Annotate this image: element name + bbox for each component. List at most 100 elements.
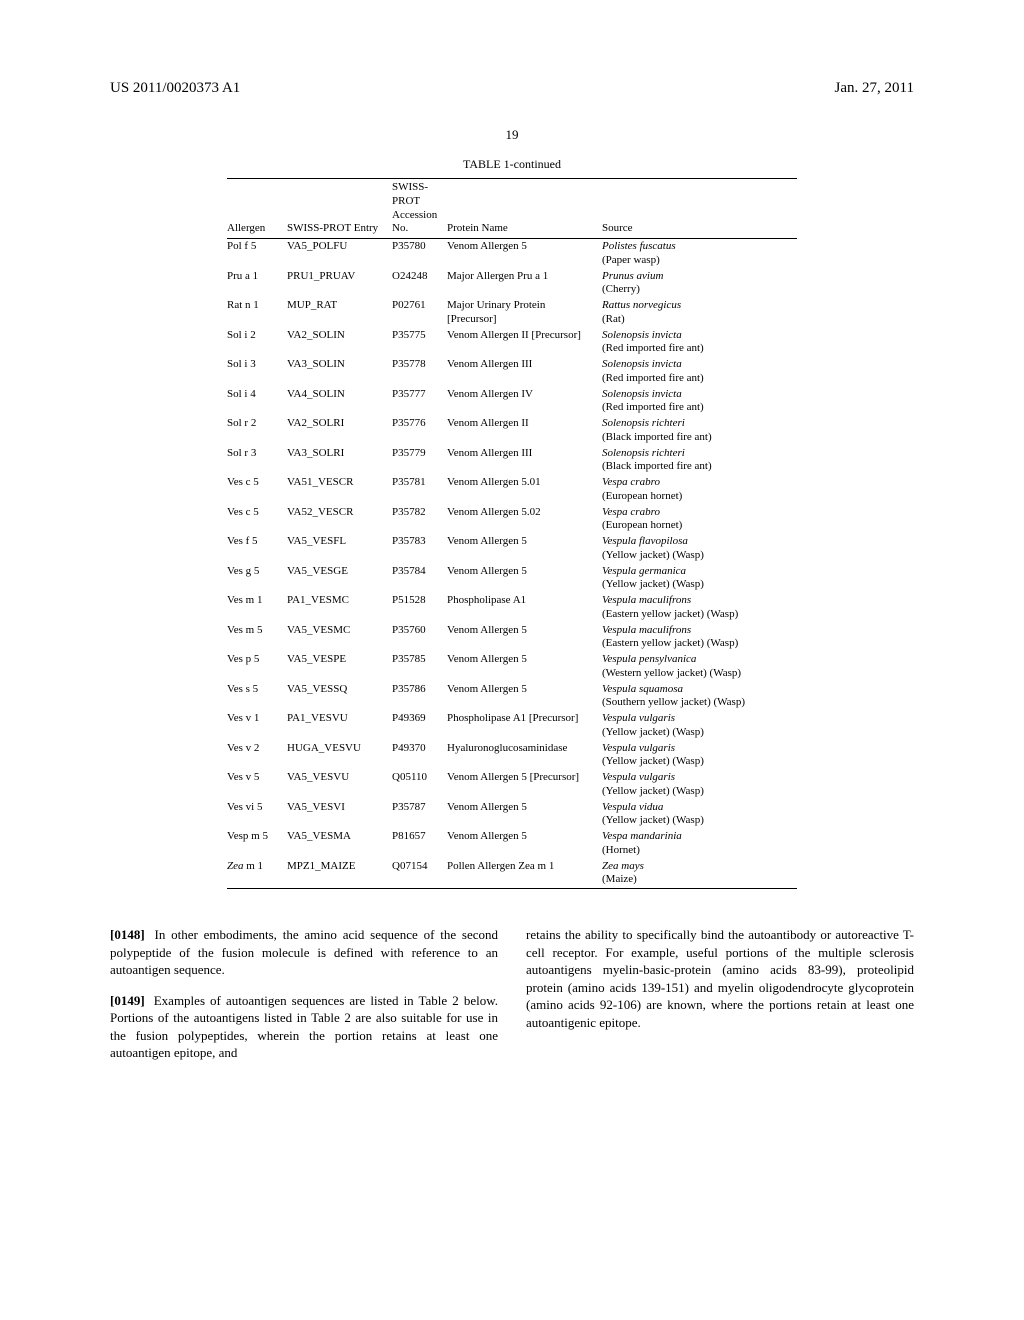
cell-source: Vespula pensylvanica(Western yellow jack… (602, 652, 797, 682)
table-row: Ves s 5VA5_VESSQP35786Venom Allergen 5Ve… (227, 682, 797, 712)
cell-accession: Q07154 (392, 859, 447, 889)
cell-allergen: Sol r 3 (227, 446, 287, 476)
cell-source: Vespula vulgaris(Yellow jacket) (Wasp) (602, 741, 797, 771)
cell-entry: PA1_VESVU (287, 711, 392, 741)
cell-entry: HUGA_VESVU (287, 741, 392, 771)
paragraph-0148: [0148] In other embodiments, the amino a… (110, 926, 498, 979)
cell-allergen: Pol f 5 (227, 239, 287, 269)
cell-entry: VA4_SOLIN (287, 387, 392, 417)
cell-entry: VA3_SOLRI (287, 446, 392, 476)
cell-accession: P35784 (392, 564, 447, 594)
cell-entry: VA2_SOLIN (287, 328, 392, 358)
cell-allergen: Ves c 5 (227, 505, 287, 535)
cell-protein: Venom Allergen 5 (447, 800, 602, 830)
cell-entry: MUP_RAT (287, 298, 392, 328)
cell-accession: P35777 (392, 387, 447, 417)
table-row: Ves p 5VA5_VESPEP35785Venom Allergen 5Ve… (227, 652, 797, 682)
cell-accession: P35782 (392, 505, 447, 535)
cell-source: Vespula flavopilosa(Yellow jacket) (Wasp… (602, 534, 797, 564)
cell-source: Prunus avium(Cherry) (602, 269, 797, 299)
para-text: Examples of autoantigen sequences are li… (110, 993, 498, 1061)
table-row: Ves c 5VA51_VESCRP35781Venom Allergen 5.… (227, 475, 797, 505)
cell-accession: P49369 (392, 711, 447, 741)
table-row: Sol r 3VA3_SOLRIP35779Venom Allergen III… (227, 446, 797, 476)
table-row: Ves v 1PA1_VESVUP49369Phospholipase A1 [… (227, 711, 797, 741)
cell-protein: Venom Allergen 5 (447, 239, 602, 269)
cell-protein: Phospholipase A1 (447, 593, 602, 623)
cell-entry: VA5_POLFU (287, 239, 392, 269)
cell-allergen: Ves p 5 (227, 652, 287, 682)
para-text: In other embodiments, the amino acid seq… (110, 927, 498, 977)
cell-entry: VA52_VESCR (287, 505, 392, 535)
cell-source: Zea mays (Maize) (602, 859, 797, 889)
para-number: [0148] (110, 927, 145, 942)
cell-accession: P35783 (392, 534, 447, 564)
cell-allergen: Sol i 4 (227, 387, 287, 417)
cell-accession: P35780 (392, 239, 447, 269)
patent-page: US 2011/0020373 A1 Jan. 27, 2011 19 TABL… (0, 0, 1024, 1320)
right-column: retains the ability to specifically bind… (526, 913, 914, 1075)
cell-protein: Venom Allergen 5 (447, 682, 602, 712)
cell-accession: P02761 (392, 298, 447, 328)
cell-entry: VA5_VESMA (287, 829, 392, 859)
cell-source: Vespula germanica(Yellow jacket) (Wasp) (602, 564, 797, 594)
col-accession: SWISS-PROT Accession No. (392, 179, 447, 239)
cell-allergen: Ves vi 5 (227, 800, 287, 830)
allergen-table: Allergen SWISS-PROT Entry SWISS-PROT Acc… (227, 178, 797, 889)
cell-source: Vespula vulgaris(Yellow jacket) (Wasp) (602, 770, 797, 800)
cell-allergen: Rat n 1 (227, 298, 287, 328)
cell-source: Vespa crabro(European hornet) (602, 475, 797, 505)
cell-allergen: Ves g 5 (227, 564, 287, 594)
cell-allergen: Pru a 1 (227, 269, 287, 299)
cell-accession: P35779 (392, 446, 447, 476)
cell-entry: VA5_VESPE (287, 652, 392, 682)
cell-entry: VA5_VESMC (287, 623, 392, 653)
table-row: Ves c 5VA52_VESCRP35782Venom Allergen 5.… (227, 505, 797, 535)
cell-protein: Venom Allergen 5 (447, 652, 602, 682)
table-row: Sol r 2VA2_SOLRIP35776Venom Allergen IIS… (227, 416, 797, 446)
cell-accession: P35760 (392, 623, 447, 653)
cell-entry: PA1_VESMC (287, 593, 392, 623)
cell-source: Vespa crabro(European hornet) (602, 505, 797, 535)
body-text-columns: [0148] In other embodiments, the amino a… (110, 913, 914, 1075)
cell-accession: P35785 (392, 652, 447, 682)
cell-accession: P35778 (392, 357, 447, 387)
cell-allergen: Ves m 5 (227, 623, 287, 653)
col-protein: Protein Name (447, 179, 602, 239)
cell-entry: PRU1_PRUAV (287, 269, 392, 299)
cell-allergen: Ves v 2 (227, 741, 287, 771)
cell-protein: Venom Allergen 5.01 (447, 475, 602, 505)
cell-protein: Hyaluronoglucosaminidase (447, 741, 602, 771)
cell-source: Solenopsis invicta(Red imported fire ant… (602, 328, 797, 358)
table-row: Ves v 5VA5_VESVUQ05110Venom Allergen 5 [… (227, 770, 797, 800)
cell-accession: P81657 (392, 829, 447, 859)
cell-source: Vespula maculifrons(Eastern yellow jacke… (602, 593, 797, 623)
table-row: Sol i 2VA2_SOLINP35775Venom Allergen II … (227, 328, 797, 358)
table-row: Ves g 5VA5_VESGEP35784Venom Allergen 5Ve… (227, 564, 797, 594)
col-source: Source (602, 179, 797, 239)
cell-protein: Venom Allergen 5 (447, 623, 602, 653)
table-row: Vesp m 5VA5_VESMAP81657Venom Allergen 5V… (227, 829, 797, 859)
cell-entry: VA3_SOLIN (287, 357, 392, 387)
cell-source: Vespa mandarinia(Hornet) (602, 829, 797, 859)
cell-protein: Venom Allergen 5 (447, 534, 602, 564)
cell-entry: VA5_VESSQ (287, 682, 392, 712)
cell-entry: VA5_VESGE (287, 564, 392, 594)
cell-accession: P51528 (392, 593, 447, 623)
cell-source: Solenopsis richteri(Black imported fire … (602, 446, 797, 476)
cell-protein: Venom Allergen 5 (447, 564, 602, 594)
cell-source: Vespula vulgaris(Yellow jacket) (Wasp) (602, 711, 797, 741)
cell-entry: VA5_VESFL (287, 534, 392, 564)
cell-entry: VA5_VESVI (287, 800, 392, 830)
cell-source: Solenopsis richteri(Black imported fire … (602, 416, 797, 446)
cell-protein: Venom Allergen 5 (447, 829, 602, 859)
cell-source: Rattus norvegicus(Rat) (602, 298, 797, 328)
cell-allergen: Zea m 1 (227, 859, 287, 889)
cell-entry: VA5_VESVU (287, 770, 392, 800)
cell-source: Polistes fuscatus(Paper wasp) (602, 239, 797, 269)
table-row: Ves m 1PA1_VESMCP51528Phospholipase A1Ve… (227, 593, 797, 623)
cell-protein: Major Allergen Pru a 1 (447, 269, 602, 299)
table-row: Rat n 1MUP_RATP02761Major Urinary Protei… (227, 298, 797, 328)
cell-protein: Venom Allergen III (447, 446, 602, 476)
table-row: Sol i 4VA4_SOLINP35777Venom Allergen IVS… (227, 387, 797, 417)
